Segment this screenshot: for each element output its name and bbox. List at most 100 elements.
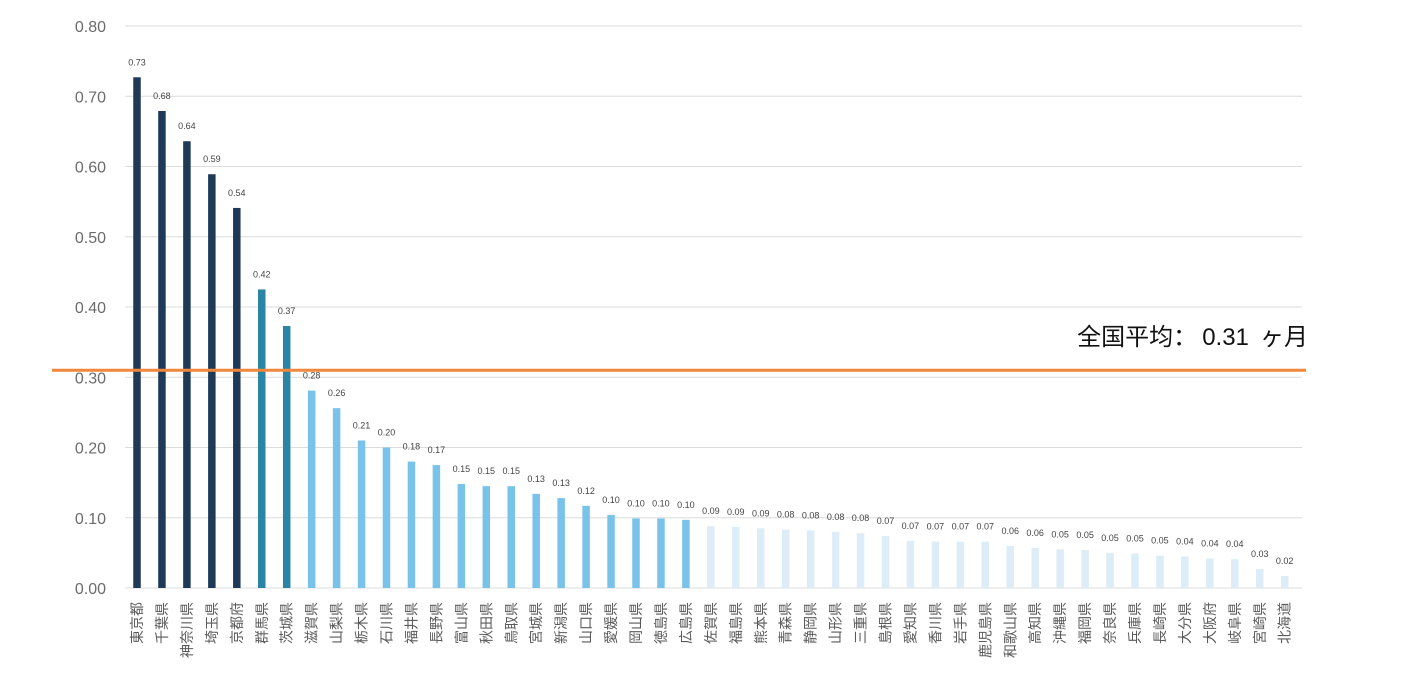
bar — [632, 518, 640, 588]
data-label: 0.05 — [1126, 534, 1144, 544]
data-label: 0.05 — [1051, 529, 1069, 539]
bar — [1056, 549, 1064, 588]
y-tick-label: 0.80 — [75, 19, 106, 36]
bar — [956, 541, 965, 588]
data-label: 0.05 — [1076, 530, 1094, 540]
bar — [781, 529, 790, 588]
data-label: 0.54 — [228, 188, 246, 198]
y-tick-label: 0.30 — [75, 370, 106, 387]
x-tick-label: 新潟県 — [554, 602, 570, 644]
bar — [1006, 545, 1014, 588]
data-label: 0.08 — [827, 512, 845, 522]
bar — [707, 526, 715, 588]
x-tick-label: 広島県 — [679, 602, 695, 644]
x-tick-label: 石川県 — [380, 602, 396, 644]
x-tick-label: 徳島県 — [654, 602, 670, 644]
x-tick-label: 佐賀県 — [704, 602, 720, 644]
bar — [482, 486, 491, 588]
bar — [1256, 569, 1264, 588]
bar — [307, 390, 316, 588]
x-tick-label: 群馬県 — [255, 602, 271, 644]
average-label: 全国平均： 0.31 ヶ月 — [1077, 323, 1308, 351]
bar — [1031, 547, 1039, 588]
bar — [881, 536, 890, 588]
x-tick-label: 沖縄県 — [1053, 602, 1069, 644]
x-tick-label: 兵庫県 — [1127, 602, 1144, 644]
data-label: 0.18 — [403, 442, 421, 452]
x-tick-label: 岡山県 — [629, 602, 645, 644]
data-label: 0.09 — [727, 507, 745, 517]
data-label: 0.09 — [752, 508, 770, 518]
x-tick-label: 福岡県 — [1078, 602, 1094, 644]
average-label-value: 0.31 — [1202, 324, 1249, 351]
bar — [1131, 553, 1139, 588]
bar — [332, 408, 341, 588]
x-tick-label: 富山県 — [453, 602, 470, 644]
data-label: 0.15 — [478, 466, 496, 476]
data-label: 0.15 — [453, 464, 471, 474]
x-tick-label: 東京都 — [130, 602, 146, 644]
average-label-unit: ヶ月 — [1260, 323, 1308, 351]
x-tick-label: 福島県 — [729, 602, 745, 644]
x-tick-label: 北海道 — [1278, 602, 1294, 644]
bars — [133, 77, 1289, 589]
bar — [407, 461, 416, 588]
y-tick-label: 0.50 — [75, 230, 106, 247]
bar — [732, 526, 740, 588]
average-label-text: 全国平均： — [1077, 323, 1197, 351]
data-label: 0.05 — [1151, 536, 1169, 546]
y-tick-label: 0.20 — [75, 441, 106, 458]
bar — [1181, 556, 1189, 588]
x-tick-label: 青森県 — [779, 602, 795, 644]
bar — [507, 486, 515, 588]
data-label: 0.59 — [203, 154, 221, 164]
bar — [657, 518, 665, 588]
data-label: 0.28 — [303, 371, 321, 381]
data-label: 0.08 — [852, 513, 870, 523]
bar — [233, 207, 241, 588]
bar — [582, 505, 590, 588]
x-tick-label: 香川県 — [928, 602, 944, 644]
x-tick-label: 神奈川県 — [180, 602, 196, 658]
data-label: 0.07 — [877, 516, 895, 526]
data-label: 0.07 — [952, 522, 970, 532]
bar — [1206, 558, 1214, 588]
x-tick-label: 埼玉県 — [205, 602, 221, 644]
x-tick-label: 熊本県 — [754, 602, 770, 644]
bar — [1106, 552, 1114, 588]
data-label: 0.15 — [502, 466, 520, 476]
bar — [183, 141, 191, 588]
bar — [357, 440, 366, 588]
data-label: 0.12 — [577, 486, 595, 496]
x-tick-label: 大分県 — [1178, 602, 1194, 644]
y-tick-label: 0.10 — [75, 511, 106, 528]
x-tick-label: 静岡県 — [804, 602, 820, 644]
bar — [981, 541, 990, 588]
data-label: 0.06 — [1026, 528, 1044, 538]
x-tick-label: 滋賀県 — [305, 602, 321, 644]
data-label: 0.26 — [328, 388, 346, 398]
data-label: 0.21 — [353, 420, 371, 430]
data-label: 0.73 — [128, 57, 146, 67]
data-label: 0.07 — [927, 522, 945, 532]
data-label: 0.08 — [802, 510, 820, 520]
x-tick-label: 鹿児島県 — [977, 602, 994, 658]
x-tick-label: 愛知県 — [902, 602, 919, 644]
bar — [133, 77, 141, 588]
data-label: 0.04 — [1176, 536, 1194, 546]
data-label: 0.07 — [977, 522, 995, 532]
bar — [158, 111, 166, 588]
x-tick-label: 大阪府 — [1203, 602, 1219, 644]
y-tick-label: 0.40 — [75, 300, 106, 317]
x-tick-label: 山梨県 — [330, 602, 346, 644]
x-tick-label: 三重県 — [854, 602, 870, 644]
x-tick-label: 宮崎県 — [1253, 602, 1269, 644]
y-tick-label: 0.70 — [75, 89, 106, 106]
data-label: 0.06 — [1001, 526, 1019, 536]
bar — [906, 540, 915, 588]
bar — [806, 530, 815, 588]
bar — [757, 528, 765, 588]
x-tick-label: 山形県 — [829, 602, 845, 644]
data-label: 0.08 — [777, 510, 795, 520]
x-tick-label: 福井県 — [404, 602, 420, 644]
